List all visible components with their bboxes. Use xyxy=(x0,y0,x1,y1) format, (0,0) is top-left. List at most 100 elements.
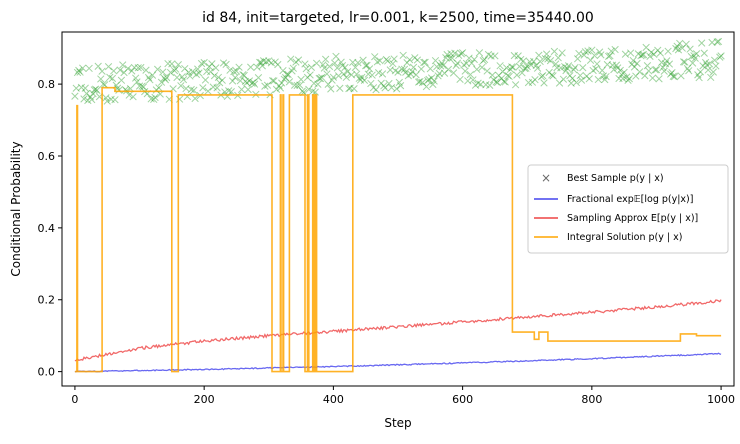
scatter-point xyxy=(225,87,233,95)
scatter-point xyxy=(692,50,701,58)
scatter-point xyxy=(466,70,475,79)
scatter-point xyxy=(182,84,190,93)
scatter-point xyxy=(306,71,314,79)
scatter-point xyxy=(517,55,525,64)
scatter-point xyxy=(98,67,106,75)
scatter-point xyxy=(276,84,285,92)
scatter-point xyxy=(186,72,194,80)
series-fractional-line xyxy=(74,352,722,373)
scatter-point xyxy=(416,77,424,86)
scatter-point xyxy=(482,81,490,89)
scatter-point xyxy=(318,73,326,82)
scatter-point xyxy=(331,59,339,67)
scatter-point xyxy=(607,47,615,55)
scatter-point xyxy=(433,62,441,71)
scatter-point xyxy=(593,60,601,68)
scatter-point xyxy=(674,46,683,54)
scatter-point xyxy=(457,50,465,58)
scatter-point xyxy=(192,70,201,79)
scatter-point xyxy=(499,67,507,76)
scatter-point xyxy=(638,51,646,59)
scatter-point xyxy=(703,61,711,69)
scatter-point xyxy=(86,93,95,101)
scatter-point xyxy=(116,66,124,74)
scatter-point xyxy=(678,44,686,52)
scatter-point xyxy=(340,70,348,78)
scatter-point xyxy=(415,78,423,86)
scatter-point xyxy=(258,62,266,70)
scatter-point xyxy=(632,72,640,80)
scatter-point xyxy=(132,74,140,82)
scatter-point xyxy=(444,65,453,74)
scatter-point xyxy=(508,63,516,71)
scatter-point xyxy=(129,93,137,101)
scatter-point xyxy=(337,58,345,66)
scatter-point xyxy=(155,84,163,92)
scatter-point xyxy=(321,55,330,63)
scatter-point xyxy=(646,52,654,60)
scatter-point xyxy=(281,73,290,82)
scatter-point xyxy=(460,61,468,69)
scatter-point xyxy=(717,52,725,60)
scatter-point xyxy=(506,65,515,74)
scatter-point xyxy=(628,60,636,68)
scatter-point xyxy=(592,65,600,73)
scatter-point xyxy=(265,57,273,65)
scatter-point xyxy=(79,64,87,72)
scatter-point xyxy=(487,52,495,60)
scatter-point xyxy=(206,68,215,76)
scatter-point xyxy=(643,62,652,70)
scatter-point xyxy=(102,94,110,102)
scatter-point xyxy=(144,73,153,82)
scatter-point xyxy=(134,64,142,72)
scatter-point xyxy=(241,77,250,85)
scatter-point xyxy=(561,62,569,71)
scatter-point xyxy=(629,56,637,65)
scatter-point xyxy=(555,79,564,87)
scatter-point xyxy=(271,58,279,66)
y-tick-label: 0.6 xyxy=(38,150,56,163)
scatter-point xyxy=(656,49,664,57)
scatter-point xyxy=(470,55,478,64)
scatter-point xyxy=(345,84,353,93)
scatter-point xyxy=(553,64,561,72)
scatter-point xyxy=(358,73,366,82)
scatter-point xyxy=(305,85,313,94)
scatter-point xyxy=(690,52,698,60)
scatter-point xyxy=(699,62,707,70)
scatter-point xyxy=(575,49,583,58)
scatter-point xyxy=(274,60,282,69)
scatter-point xyxy=(537,73,546,81)
scatter-point xyxy=(566,72,574,80)
scatter-point xyxy=(669,72,677,80)
scatter-point xyxy=(474,79,482,87)
scatter-point xyxy=(386,66,394,74)
scatter-point xyxy=(230,67,238,76)
scatter-point xyxy=(698,39,706,47)
scatter-point xyxy=(571,63,579,72)
scatter-point xyxy=(473,65,481,74)
scatter-point xyxy=(237,85,246,94)
scatter-point xyxy=(681,58,689,66)
scatter-point xyxy=(90,86,98,94)
scatter-point xyxy=(249,78,257,87)
scatter-point xyxy=(342,73,350,82)
scatter-point xyxy=(316,74,325,83)
scatter-point xyxy=(589,66,597,75)
x-tick-label: 400 xyxy=(323,393,344,406)
scatter-point xyxy=(82,89,91,98)
scatter-point xyxy=(601,75,609,84)
scatter-point xyxy=(320,64,328,72)
scatter-point xyxy=(363,61,371,69)
scatter-point xyxy=(676,39,684,48)
scatter-point xyxy=(523,62,531,71)
scatter-point xyxy=(424,76,432,85)
scatter-point xyxy=(75,66,83,75)
scatter-point xyxy=(590,51,599,60)
scatter-point xyxy=(599,72,608,80)
scatter-point xyxy=(288,67,296,75)
scatter-point xyxy=(89,89,97,98)
scatter-point xyxy=(559,75,568,83)
scatter-point xyxy=(530,57,538,66)
scatter-point xyxy=(496,62,504,70)
